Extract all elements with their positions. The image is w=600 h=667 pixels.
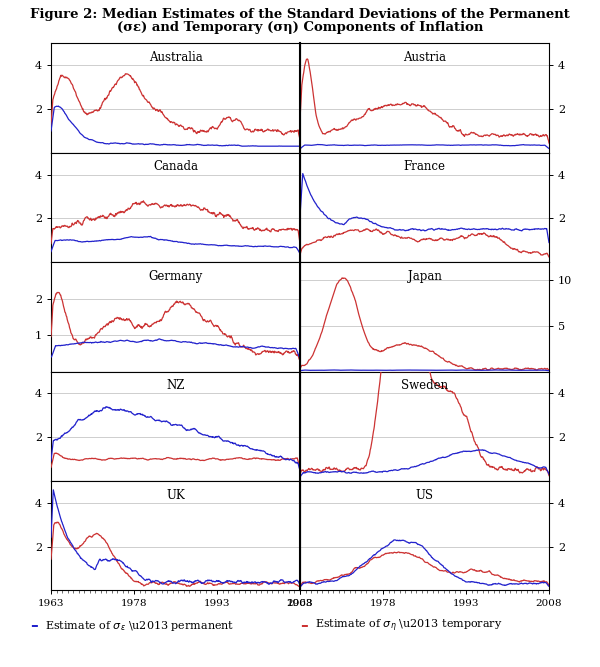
Text: Australia: Australia — [149, 51, 202, 64]
Text: Figure 2: Median Estimates of the Standard Deviations of the Permanent: Figure 2: Median Estimates of the Standa… — [30, 8, 570, 21]
Text: Estimate of $\sigma_{\varepsilon}$ \u2013 permanent: Estimate of $\sigma_{\varepsilon}$ \u201… — [45, 619, 235, 632]
Text: US: US — [415, 488, 433, 502]
Text: Canada: Canada — [153, 160, 198, 173]
Text: –: – — [300, 618, 308, 633]
Text: (σε) and Temporary (ση) Components of Inflation: (σε) and Temporary (ση) Components of In… — [117, 21, 483, 34]
Text: Sweden: Sweden — [401, 379, 448, 392]
Text: –: – — [30, 618, 38, 633]
Text: Austria: Austria — [403, 51, 446, 64]
Text: Japan: Japan — [407, 269, 442, 283]
Text: NZ: NZ — [166, 379, 185, 392]
Text: France: France — [404, 160, 445, 173]
Text: Estimate of $\sigma_{\eta}$ \u2013 temporary: Estimate of $\sigma_{\eta}$ \u2013 tempo… — [315, 618, 503, 634]
Text: UK: UK — [166, 488, 185, 502]
Text: Germany: Germany — [148, 269, 203, 283]
